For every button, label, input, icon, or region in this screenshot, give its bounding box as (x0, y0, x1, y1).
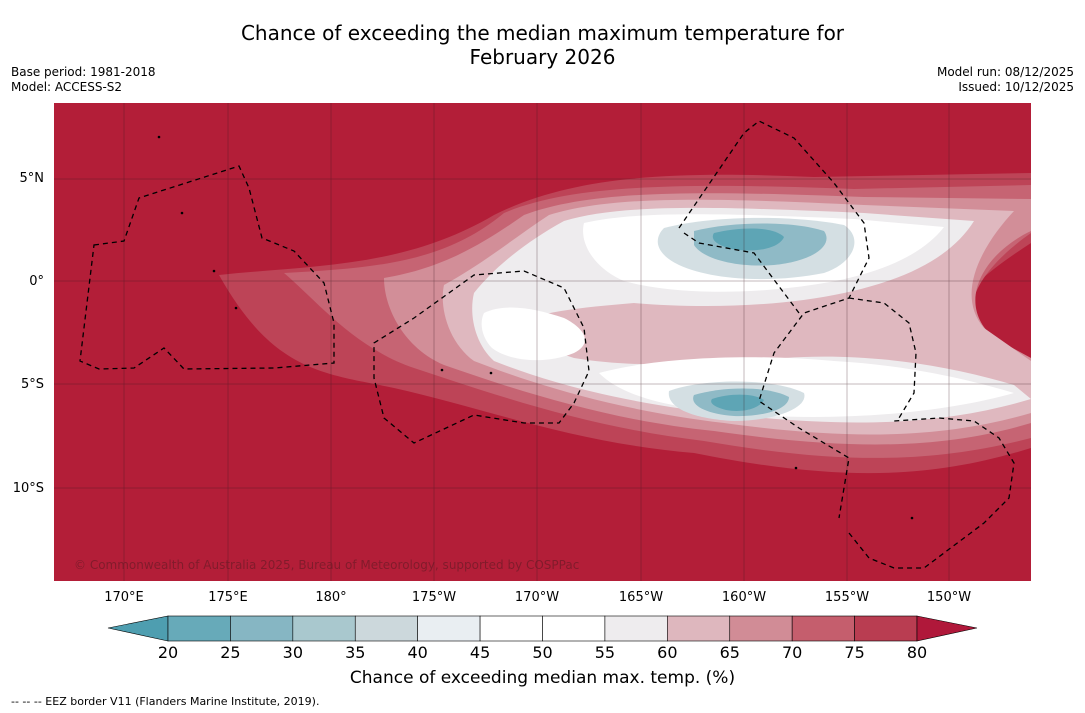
lon-label-150w: 150°W (926, 590, 972, 605)
island (157, 135, 161, 139)
colorbar-tick-label: 50 (532, 643, 552, 662)
island (440, 368, 444, 372)
title-line-2: February 2026 (469, 45, 616, 69)
island (180, 211, 184, 215)
eez-french-polynesia (848, 417, 1015, 569)
eez-kiribati-line (678, 120, 870, 519)
model-info: Base period: 1981-2018 Model: ACCESS-S2 (11, 65, 156, 95)
lat-label-0: 0° (29, 274, 44, 289)
base-period: Base period: 1981-2018 (11, 65, 156, 79)
eez-cook (848, 297, 917, 419)
colorbar-segment (479, 615, 543, 642)
island (212, 269, 216, 273)
lon-label-180: 180° (315, 590, 347, 605)
band-20-south (711, 394, 764, 411)
lon-label-160w: 160°W (721, 590, 767, 605)
lon-label-175e: 175°E (208, 590, 248, 605)
band-50-west (481, 307, 585, 361)
copyright-notice: © Commonwealth of Australia 2025, Bureau… (74, 558, 580, 572)
colorbar-segment (417, 615, 481, 642)
eez-footnote: -- -- -- EEZ border V11 (Flanders Marine… (11, 695, 320, 708)
colorbar-tick-label: 20 (158, 643, 178, 662)
colorbar-segment (791, 615, 855, 642)
lon-label-175w: 175°W (411, 590, 457, 605)
colorbar-tick-label: 35 (345, 643, 365, 662)
lat-label-5s: 5°S (20, 377, 44, 392)
lat-label-5n: 5°N (19, 171, 45, 186)
model-name: Model: ACCESS-S2 (11, 80, 123, 94)
eez-borders (79, 120, 1015, 569)
eez-kiribati-line-2 (683, 232, 800, 314)
model-run: Model run: 08/12/2025 (936, 65, 1074, 79)
colorbar-tick-label: 25 (220, 643, 240, 662)
colorbar-title: Chance of exceeding median max. temp. (%… (349, 668, 736, 688)
colorbar-tick-label: 40 (407, 643, 427, 662)
colorbar-segment (354, 615, 418, 642)
colorbar: 20 25 30 35 40 45 50 55 60 65 70 75 80 (107, 615, 978, 662)
run-info: Model run: 08/12/2025 Issued: 10/12/2025 (937, 65, 1074, 95)
islands (157, 135, 914, 520)
band-20-north (712, 228, 784, 251)
lon-label-170e: 170°E (104, 590, 144, 605)
colorbar-segments (167, 615, 918, 642)
colorbar-ticks: 20 25 30 35 40 45 50 55 60 65 70 75 80 (158, 643, 927, 662)
colorbar-tick-label: 30 (283, 643, 303, 662)
colorbar-segment (292, 615, 356, 642)
colorbar-low-extend (107, 615, 169, 642)
colorbar-tick-label: 80 (907, 643, 927, 662)
chart-title: Chance of exceeding the median maximum t… (0, 21, 1085, 69)
lon-label-170w: 170°W (514, 590, 560, 605)
island (910, 516, 914, 520)
lon-label-165w: 165°W (618, 590, 664, 605)
colorbar-tick-label: 70 (782, 643, 802, 662)
colorbar-high-extend (916, 615, 978, 642)
island (234, 306, 238, 310)
island (489, 371, 493, 375)
colorbar-tick-label: 75 (844, 643, 864, 662)
eez-kiribati-gilbert (79, 165, 335, 370)
colorbar-segment (230, 615, 294, 642)
colorbar-segment (854, 615, 918, 642)
colorbar-segment (167, 615, 231, 642)
colorbar-tick-label: 60 (657, 643, 677, 662)
colorbar-segment (667, 615, 731, 642)
issued-date: Issued: 10/12/2025 (958, 80, 1074, 94)
colorbar-segment (729, 615, 793, 642)
title-line-1: Chance of exceeding the median maximum t… (240, 21, 845, 45)
colorbar-tick-label: 55 (595, 643, 615, 662)
colorbar-segment (604, 615, 668, 642)
colorbar-tick-label: 65 (720, 643, 740, 662)
lat-label-10s: 10°S (12, 481, 44, 496)
forecast-map (54, 103, 1031, 581)
lon-label-155w: 155°W (824, 590, 870, 605)
colorbar-tick-label: 45 (470, 643, 490, 662)
map-svg (54, 103, 1031, 581)
colorbar-segment (542, 615, 606, 642)
island (794, 466, 798, 470)
graticule (54, 103, 1031, 581)
eez-tokelau (373, 270, 590, 444)
